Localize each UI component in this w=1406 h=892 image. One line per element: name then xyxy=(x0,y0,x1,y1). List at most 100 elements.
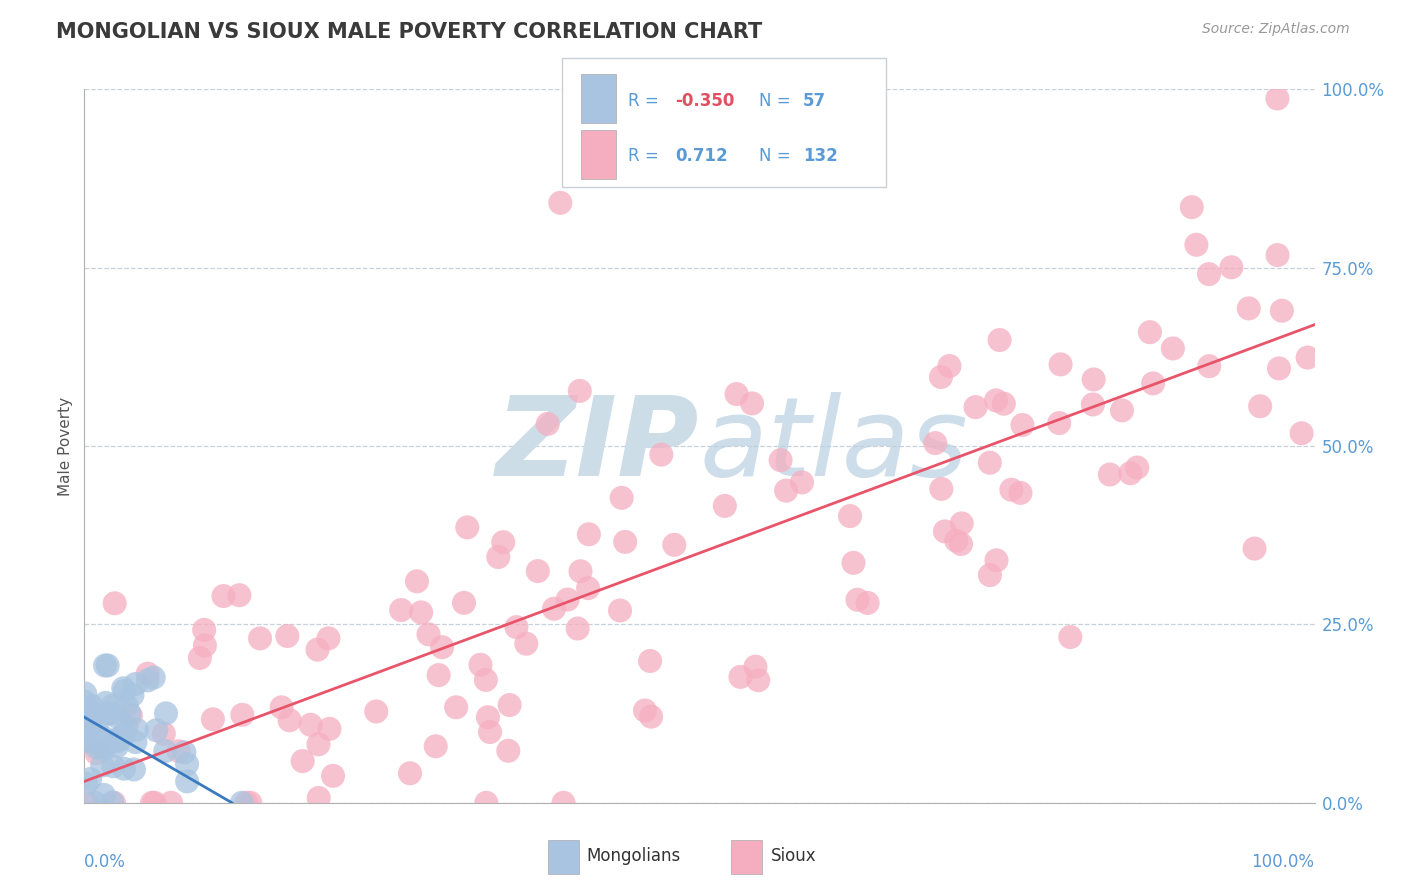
Point xyxy=(176,757,198,772)
Point xyxy=(93,788,115,802)
Point xyxy=(741,396,763,410)
Point xyxy=(276,629,298,643)
Point xyxy=(470,657,492,672)
Point xyxy=(79,714,101,728)
Point xyxy=(114,684,136,698)
Point xyxy=(80,698,103,713)
Point xyxy=(322,769,344,783)
Point xyxy=(430,640,453,655)
Point xyxy=(114,728,136,742)
Point xyxy=(965,400,987,414)
Point xyxy=(650,448,672,462)
Point xyxy=(444,700,467,714)
Text: N =: N = xyxy=(759,92,796,110)
Point xyxy=(924,436,946,450)
Point xyxy=(212,589,235,603)
Point xyxy=(94,739,117,753)
Point xyxy=(1181,200,1204,214)
Point xyxy=(124,735,146,749)
Point xyxy=(173,745,195,759)
Point xyxy=(111,729,134,743)
Point xyxy=(235,796,257,810)
Point xyxy=(984,393,1007,408)
Point xyxy=(406,574,429,589)
Point xyxy=(142,671,165,685)
Point xyxy=(86,746,108,760)
Point xyxy=(986,553,1008,567)
Point xyxy=(425,739,447,754)
Point xyxy=(1185,237,1208,252)
Point xyxy=(167,744,190,758)
Point xyxy=(839,509,862,524)
Point xyxy=(427,668,450,682)
Text: 132: 132 xyxy=(803,147,838,165)
Point xyxy=(108,732,131,747)
Point xyxy=(80,711,103,725)
Point xyxy=(299,718,322,732)
Point xyxy=(576,581,599,595)
Point xyxy=(84,740,107,755)
Point xyxy=(94,658,117,673)
Point xyxy=(1296,351,1319,365)
Point xyxy=(610,491,633,505)
Point xyxy=(125,723,148,737)
Point xyxy=(84,796,107,810)
Point xyxy=(145,723,167,738)
Point xyxy=(101,796,124,810)
Point xyxy=(1268,361,1291,376)
Point xyxy=(1047,416,1070,430)
Point xyxy=(1000,483,1022,497)
Point xyxy=(1271,303,1294,318)
Point xyxy=(1267,91,1289,105)
Point xyxy=(193,623,215,637)
Point xyxy=(988,333,1011,347)
Point xyxy=(979,456,1001,470)
Point xyxy=(475,796,498,810)
Point xyxy=(945,533,967,548)
Point xyxy=(122,763,145,777)
Point xyxy=(477,710,499,724)
Text: 0.712: 0.712 xyxy=(675,147,727,165)
Point xyxy=(475,673,498,687)
Point xyxy=(609,603,631,617)
Point xyxy=(950,537,973,551)
Point xyxy=(124,677,146,691)
Point xyxy=(101,698,124,713)
Point xyxy=(96,706,118,721)
Text: ZIP: ZIP xyxy=(496,392,700,500)
Point xyxy=(1098,467,1121,482)
Point xyxy=(188,651,211,665)
Point xyxy=(569,564,592,578)
Point xyxy=(456,520,478,534)
Point xyxy=(79,724,101,739)
Point xyxy=(1198,359,1220,374)
Point xyxy=(155,744,177,758)
Point xyxy=(725,387,748,401)
Y-axis label: Male Poverty: Male Poverty xyxy=(58,396,73,496)
Point xyxy=(136,673,159,688)
Point xyxy=(79,733,101,747)
Point xyxy=(640,709,662,723)
Point xyxy=(291,754,314,768)
Point xyxy=(1010,486,1032,500)
Text: Sioux: Sioux xyxy=(770,847,815,865)
Point xyxy=(515,637,537,651)
Point xyxy=(98,706,121,721)
Point xyxy=(929,370,952,384)
Point xyxy=(231,796,253,810)
Point xyxy=(931,482,953,496)
Point xyxy=(75,776,97,790)
Point xyxy=(194,639,217,653)
Point xyxy=(141,796,163,810)
Point xyxy=(94,696,117,710)
Point xyxy=(790,475,813,490)
Point xyxy=(228,588,250,602)
Point xyxy=(239,796,262,810)
Point xyxy=(505,620,527,634)
Point xyxy=(856,596,879,610)
Point xyxy=(103,796,125,810)
Text: MONGOLIAN VS SIOUX MALE POVERTY CORRELATION CHART: MONGOLIAN VS SIOUX MALE POVERTY CORRELAT… xyxy=(56,22,762,42)
Point xyxy=(1198,267,1220,281)
Point xyxy=(153,727,176,741)
Point xyxy=(278,714,301,728)
